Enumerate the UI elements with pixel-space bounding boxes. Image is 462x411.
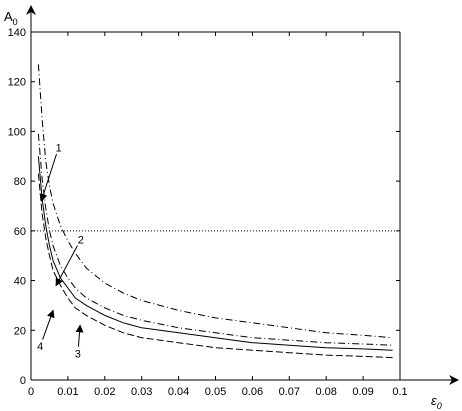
x-tick-label: 0.01 (57, 386, 78, 398)
curve-arrow-3 (75, 324, 84, 347)
tick-layer: 0 0.01 0.02 0.03 0.04 0.05 0.06 0.07 0.08 0.09 0.1… (8, 27, 408, 398)
x-tick-label: 0.02 (94, 386, 115, 398)
series-layer (37, 64, 393, 359)
y-tick-label: 20 (14, 325, 26, 337)
curve-label-2: 2 (78, 234, 84, 246)
x-axis-title: ε0 (431, 393, 442, 411)
curve-arrow-1 (39, 153, 58, 202)
series-line-2 (37, 133, 393, 346)
y-tick-label: 140 (8, 27, 26, 39)
y-tick-label: 120 (8, 77, 26, 89)
x-tick-label: 0.04 (168, 386, 189, 398)
y-tick-label: 0 (20, 375, 26, 387)
y-tick-label: 40 (14, 276, 26, 288)
annotation-layer: 1 2 3 4 (37, 142, 84, 360)
curve-arrow-4 (42, 309, 55, 340)
series-line-4 (37, 173, 393, 359)
x-tick-label: 0.05 (205, 386, 226, 398)
curve-label-1: 1 (56, 142, 62, 154)
x-tick-label: 0.06 (242, 386, 263, 398)
curve-arrow-2 (55, 245, 78, 287)
y-tick-label: 60 (14, 226, 26, 238)
x-tick-label: 0.09 (352, 386, 373, 398)
x-tick-label: 0 (28, 386, 34, 398)
x-tick-label: 0.07 (279, 386, 300, 398)
plot-frame (26, 5, 459, 385)
curve-label-3: 3 (75, 349, 81, 361)
curve-label-4: 4 (37, 341, 43, 353)
series-line-1 (37, 64, 393, 339)
y-axis-title: A0 (4, 9, 18, 27)
y-tick-label: 80 (14, 176, 26, 188)
x-tick-label: 0.08 (315, 386, 336, 398)
x-tick-label: 0.03 (131, 386, 152, 398)
y-tick-label: 100 (8, 126, 26, 138)
x-tick-label: 0.1 (392, 386, 407, 398)
series-line-3 (37, 156, 393, 351)
